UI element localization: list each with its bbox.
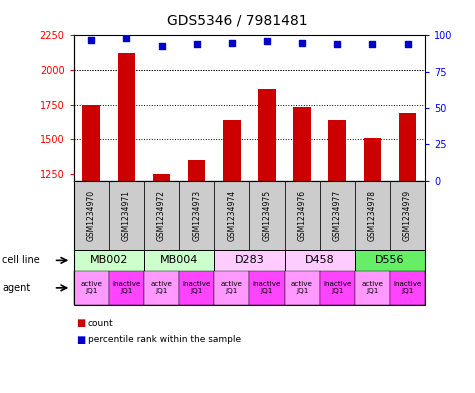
Text: inactive
JQ1: inactive JQ1 [112, 281, 141, 294]
Text: ■: ■ [76, 318, 85, 329]
Text: active
JQ1: active JQ1 [80, 281, 102, 294]
Bar [399, 113, 416, 181]
Text: GDS5346 / 7981481: GDS5346 / 7981481 [167, 14, 308, 28]
Text: GSM1234976: GSM1234976 [298, 189, 306, 241]
Text: percentile rank within the sample: percentile rank within the sample [88, 336, 241, 344]
Point [333, 41, 341, 47]
Text: GSM1234978: GSM1234978 [368, 190, 377, 241]
Text: GSM1234974: GSM1234974 [228, 189, 236, 241]
Text: MB002: MB002 [90, 255, 128, 265]
Bar [328, 120, 346, 181]
Text: GSM1234973: GSM1234973 [192, 189, 201, 241]
Text: GSM1234977: GSM1234977 [333, 189, 342, 241]
Point [87, 37, 95, 43]
Bar [83, 105, 100, 181]
Text: GSM1234975: GSM1234975 [263, 189, 271, 241]
Bar [293, 107, 311, 181]
Bar [188, 160, 205, 181]
Text: active
JQ1: active JQ1 [361, 281, 383, 294]
Text: active
JQ1: active JQ1 [221, 281, 243, 294]
Text: D283: D283 [235, 255, 264, 265]
Text: inactive
JQ1: inactive JQ1 [253, 281, 281, 294]
Bar [118, 53, 135, 181]
Text: ■: ■ [76, 335, 85, 345]
Bar [223, 120, 240, 181]
Text: agent: agent [2, 283, 30, 293]
Text: active
JQ1: active JQ1 [291, 281, 313, 294]
Point [404, 41, 411, 47]
Point [263, 38, 271, 44]
Text: GSM1234972: GSM1234972 [157, 190, 166, 241]
Text: GSM1234971: GSM1234971 [122, 190, 131, 241]
Point [123, 35, 130, 41]
Text: inactive
JQ1: inactive JQ1 [323, 281, 352, 294]
Text: active
JQ1: active JQ1 [151, 281, 172, 294]
Text: inactive
JQ1: inactive JQ1 [393, 281, 422, 294]
Bar [363, 138, 381, 181]
Point [228, 39, 236, 46]
Text: MB004: MB004 [160, 255, 198, 265]
Point [158, 42, 165, 49]
Text: cell line: cell line [2, 255, 40, 265]
Text: D556: D556 [375, 255, 405, 265]
Text: GSM1234979: GSM1234979 [403, 189, 412, 241]
Bar [258, 89, 276, 181]
Text: inactive
JQ1: inactive JQ1 [182, 281, 211, 294]
Point [193, 41, 200, 47]
Point [298, 39, 306, 46]
Text: GSM1234970: GSM1234970 [87, 189, 95, 241]
Bar [153, 174, 170, 181]
Text: D458: D458 [305, 255, 334, 265]
Point [369, 41, 376, 47]
Text: count: count [88, 319, 114, 328]
